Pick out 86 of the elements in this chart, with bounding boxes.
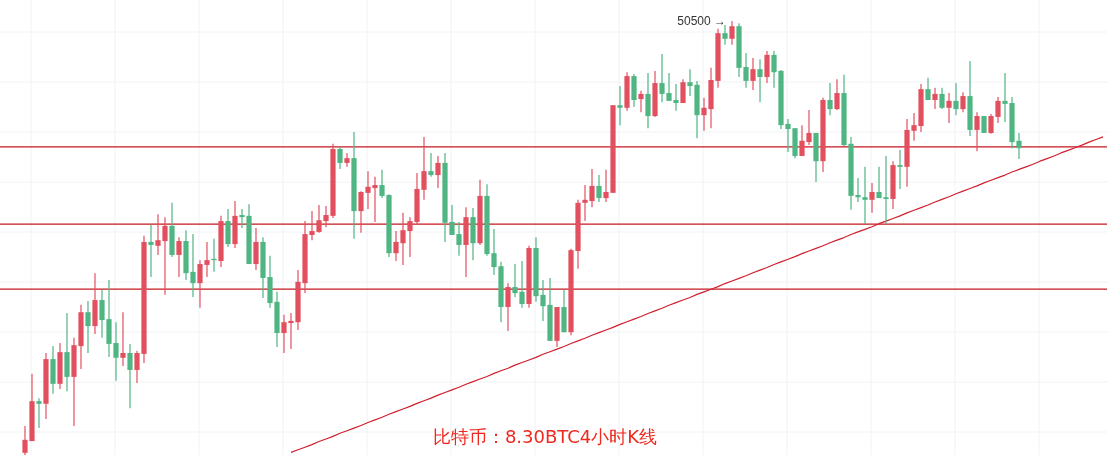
candlestick	[932, 87, 938, 110]
candlestick	[400, 212, 406, 266]
candlestick	[953, 82, 959, 116]
candlestick	[190, 233, 196, 298]
candlestick	[743, 52, 749, 89]
candlestick	[281, 314, 287, 354]
candlestick	[421, 136, 427, 201]
candlestick	[974, 111, 980, 152]
candlestick	[162, 216, 168, 296]
candlestick	[288, 312, 294, 350]
candlestick	[827, 82, 833, 116]
candlestick	[85, 300, 91, 354]
candlestick	[589, 168, 595, 208]
candlestick	[148, 224, 154, 278]
candlestick	[617, 85, 623, 126]
candlestick	[960, 91, 966, 113]
candlestick	[344, 152, 350, 168]
candlestick	[799, 124, 805, 157]
candlestick	[764, 50, 770, 84]
candlestick	[365, 170, 371, 210]
annotation: 50500 →	[677, 14, 726, 28]
candlestick	[253, 227, 259, 271]
candlestick	[113, 321, 119, 382]
candlestick	[659, 53, 665, 103]
candlestick	[946, 92, 952, 124]
candlestick	[505, 282, 511, 332]
candlestick	[1016, 132, 1022, 160]
candlestick	[428, 152, 434, 178]
candlestick	[701, 97, 707, 132]
candlestick	[435, 155, 441, 189]
candlestick	[687, 68, 693, 97]
candlestick	[1002, 72, 1008, 123]
candlestick	[134, 350, 140, 384]
candlestick	[323, 205, 329, 228]
candlestick	[372, 176, 378, 223]
candlestick	[673, 83, 679, 112]
candlestick	[855, 177, 861, 203]
candlestick	[36, 397, 42, 429]
candlestick	[806, 109, 812, 146]
candlestick	[834, 78, 840, 111]
candlestick	[869, 182, 875, 214]
candlestick	[22, 425, 28, 455]
text: 比特币：8.30BTC4小时K线	[432, 426, 658, 447]
candlestick	[491, 228, 497, 276]
candlestick	[176, 236, 182, 278]
candlestick	[995, 96, 1001, 124]
candlestick	[99, 289, 105, 339]
candlestick	[750, 57, 756, 91]
candlestick	[337, 146, 343, 170]
candlestick	[519, 260, 525, 309]
candlestick	[729, 20, 735, 46]
candlestick	[603, 169, 609, 203]
candlestick	[316, 204, 322, 234]
candlestick	[512, 263, 518, 298]
candlestick	[540, 279, 546, 322]
candlestick	[309, 210, 315, 241]
candlestick	[456, 221, 462, 257]
candlestick	[596, 174, 602, 203]
candlestick	[155, 213, 161, 256]
candlestick	[939, 87, 945, 110]
candlestick	[722, 24, 728, 46]
candlestick	[120, 311, 126, 367]
candlestick	[757, 58, 763, 103]
candlestick	[204, 241, 210, 278]
candlestick	[883, 155, 889, 225]
candlestick	[358, 190, 364, 234]
candlestick	[407, 216, 413, 258]
candlestick	[393, 230, 399, 262]
candlestick	[239, 208, 245, 229]
candlestick	[645, 72, 651, 129]
candlestick	[225, 208, 231, 248]
candlestick	[911, 112, 917, 142]
candlestick	[127, 343, 133, 409]
candlestick	[449, 204, 455, 236]
candlestick	[638, 90, 644, 113]
candlestick	[862, 166, 868, 225]
candlestick	[785, 118, 791, 153]
candlestick	[925, 77, 931, 101]
candlestick	[897, 149, 903, 190]
candlestick	[876, 166, 882, 199]
candlestick	[631, 73, 637, 108]
candlestick	[582, 184, 588, 222]
candlestick	[379, 169, 385, 199]
candlestick	[771, 50, 777, 89]
candlestick	[666, 72, 672, 102]
candlestick	[197, 259, 203, 309]
